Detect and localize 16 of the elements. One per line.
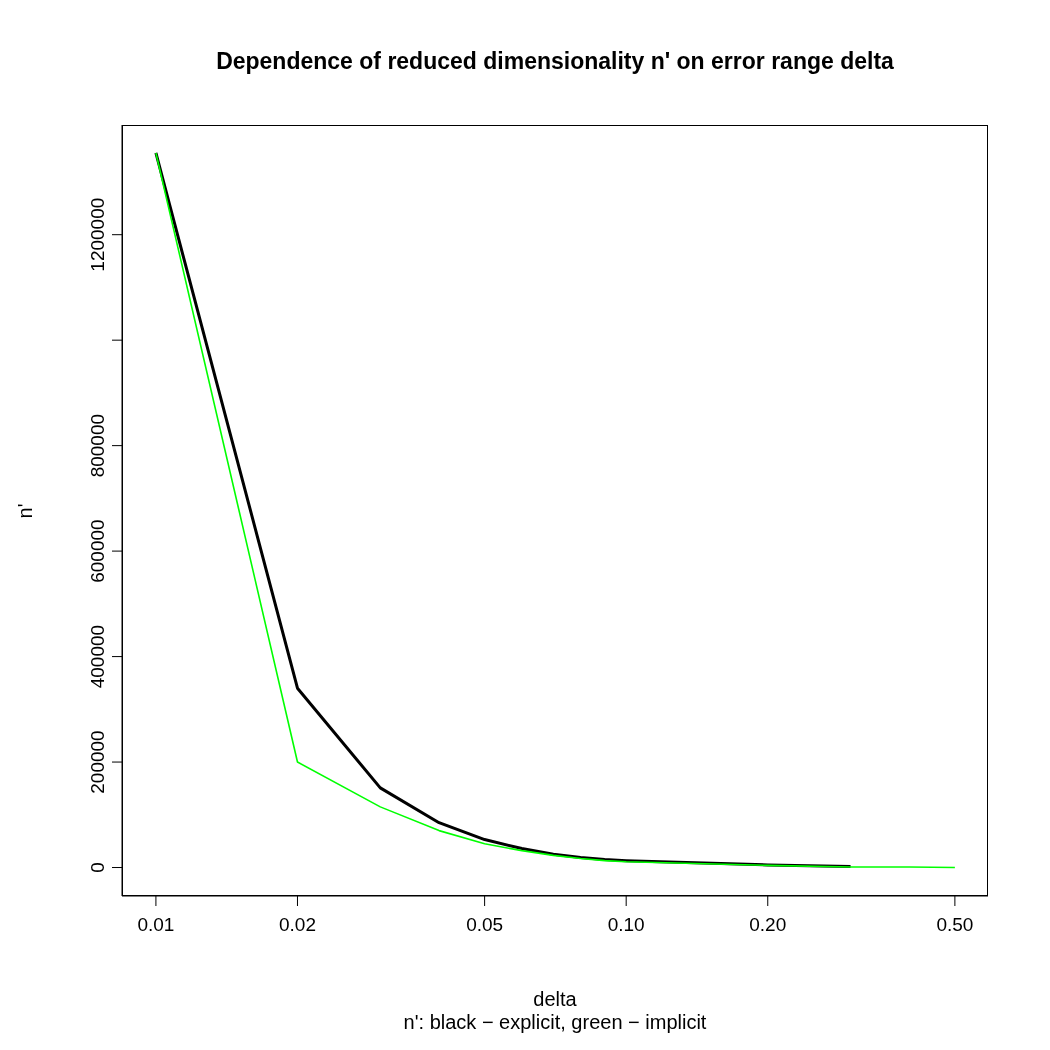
x-tick-label: 0.02 bbox=[278, 914, 316, 936]
y-tick-label: 800000 bbox=[87, 413, 108, 478]
y-tick-label: 400000 bbox=[87, 624, 108, 689]
y-tick-label: 1200000 bbox=[87, 197, 108, 272]
y-axis-title: n' bbox=[13, 503, 37, 518]
y-tick-label: 0 bbox=[87, 862, 108, 873]
x-axis-title: delta bbox=[532, 988, 578, 1011]
chart-title: Dependence of reduced dimensionality n' on error range delta bbox=[215, 48, 895, 75]
y-tick-label: 200000 bbox=[87, 730, 108, 794]
x-tick-label: 0.50 bbox=[936, 914, 974, 936]
text: n': black − explicit, green − implicit bbox=[402, 1011, 708, 1034]
x-tick-label: 0.10 bbox=[607, 914, 645, 936]
x-tick-label: 0.01 bbox=[137, 914, 175, 936]
x-tick-label: 0.20 bbox=[749, 914, 787, 936]
x-tick-label: 0.05 bbox=[466, 914, 504, 936]
y-tick-label: 600000 bbox=[87, 519, 108, 583]
